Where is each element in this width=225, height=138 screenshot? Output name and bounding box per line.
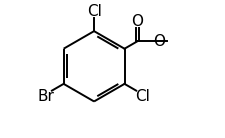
Text: O: O	[153, 34, 164, 49]
Text: O: O	[131, 14, 143, 29]
Text: Cl: Cl	[86, 4, 101, 19]
Text: Cl: Cl	[135, 89, 150, 104]
Text: Br: Br	[37, 89, 54, 104]
